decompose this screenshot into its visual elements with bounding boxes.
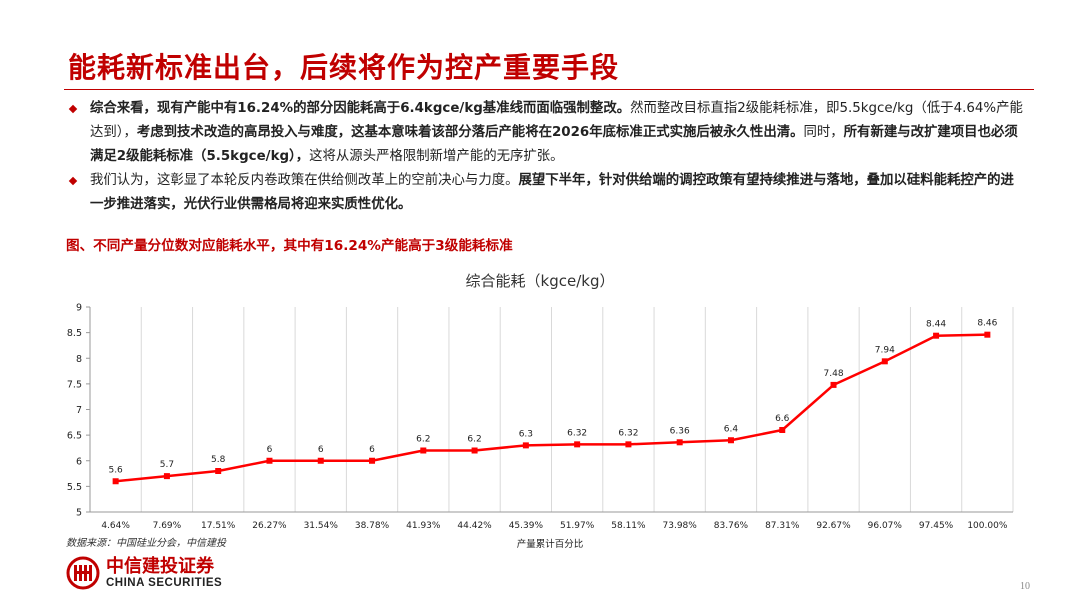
data-label: 7.94 <box>875 345 895 355</box>
data-label: 6.32 <box>618 428 638 438</box>
data-point-marker <box>881 358 888 365</box>
x-tick-label: 73.98% <box>663 521 698 531</box>
bullet-text-segment: 综合来看，现有产能中有16.24%的部分因能耗高于6.4kgce/kg基准线而面… <box>90 101 631 116</box>
data-point-marker <box>830 381 837 388</box>
y-tick-label: 8.5 <box>67 328 82 339</box>
bullet-paragraph: 综合来看，现有产能中有16.24%的部分因能耗高于6.4kgce/kg基准线而面… <box>66 97 1026 169</box>
x-tick-label: 4.64% <box>101 521 130 531</box>
x-tick-label: 41.93% <box>406 521 441 531</box>
x-tick-label: 87.31% <box>765 521 800 531</box>
data-point-marker <box>471 447 478 454</box>
bullet-text-segment: 然而整改目标直指2级能耗标准，即5.5kgce/kg（低于4.64%产能达到）， <box>90 101 1023 140</box>
x-tick-label: 26.27% <box>252 521 287 531</box>
data-label: 5.7 <box>160 460 174 470</box>
citic-logo-icon <box>66 556 100 590</box>
y-tick-label: 8 <box>76 354 82 365</box>
data-label: 8.44 <box>926 320 946 330</box>
x-tick-label: 7.69% <box>153 521 182 531</box>
bullet-text-segment: 同时， <box>803 125 844 140</box>
y-tick-label: 6.5 <box>67 431 82 442</box>
bullet-text-segment: 展望下半年，针对供给端的调控政策有望持续推进与落地，叠加以硅料能耗控产的进一步推… <box>90 173 1014 212</box>
data-label: 6 <box>369 445 375 455</box>
data-point-marker <box>522 442 529 449</box>
data-label: 6.6 <box>775 414 790 424</box>
data-point-marker <box>317 457 324 464</box>
data-point-marker <box>163 473 170 480</box>
data-point-marker <box>727 437 734 444</box>
bullet-text-segment: 所有新建与改扩建项目也必须满足2级能耗标准（5.5kgce/kg）， <box>90 125 1018 164</box>
data-label: 6.4 <box>724 424 739 434</box>
y-tick-label: 6 <box>76 456 82 467</box>
data-point-marker <box>574 441 581 448</box>
x-tick-label: 44.42% <box>457 521 492 531</box>
x-tick-label: 51.97% <box>560 521 595 531</box>
data-point-marker <box>933 332 940 339</box>
series-line <box>115 333 988 483</box>
y-tick-label: 5.5 <box>67 482 82 493</box>
x-tick-label: 92.67% <box>816 521 851 531</box>
data-source-note: 数据来源：中国硅业分会，中信建投 <box>66 538 226 549</box>
x-tick-label: 38.78% <box>355 521 390 531</box>
data-label: 6.2 <box>416 435 430 445</box>
data-label: 5.8 <box>211 455 226 465</box>
x-axis-title: 产量累计百分比 <box>517 538 584 550</box>
data-point-marker <box>369 457 376 464</box>
x-tick-label: 31.54% <box>304 521 339 531</box>
y-tick-label: 9 <box>76 303 82 314</box>
data-point-marker <box>676 439 683 446</box>
data-point-marker <box>112 478 119 485</box>
data-point-marker <box>779 427 786 433</box>
logo-text-en: CHINA SECURITIES <box>106 577 223 589</box>
data-label: 6.36 <box>670 426 690 436</box>
data-point-marker <box>215 468 222 474</box>
data-label: 6.2 <box>467 435 481 445</box>
data-label: 7.48 <box>824 369 844 379</box>
data-label: 5.6 <box>108 465 123 475</box>
data-label: 8.46 <box>977 319 997 329</box>
slide-title: 能耗新标准出台，后续将作为控产重要手段 <box>68 51 620 84</box>
x-tick-label: 96.07% <box>868 521 903 531</box>
x-tick-label: 58.11% <box>611 521 646 531</box>
bullet-paragraph: 我们认为，这彰显了本轮反内卷政策在供给侧改革上的空前决心与力度。展望下半年，针对… <box>66 169 1026 217</box>
figure-title: 图、不同产量分位数对应能耗水平，其中有16.24%产能高于3级能耗标准 <box>66 238 513 254</box>
x-tick-label: 97.45% <box>919 521 954 531</box>
x-tick-label: 100.00% <box>967 521 1007 531</box>
data-point-marker <box>266 457 273 464</box>
title-divider <box>64 89 1034 90</box>
data-label: 6 <box>318 445 324 455</box>
x-tick-label: 17.51% <box>201 521 236 531</box>
data-label: 6 <box>267 445 273 455</box>
data-point-marker <box>420 447 427 454</box>
bullet-text-segment: 这将从源头严格限制新增产能的无序扩张。 <box>309 149 564 164</box>
y-tick-label: 5 <box>76 508 82 519</box>
chart-title: 综合能耗（kgce/kg） <box>465 272 615 290</box>
logo-text-cn: 中信建投证券 <box>106 556 214 577</box>
y-tick-label: 7.5 <box>67 379 82 390</box>
bullet-list: 综合来看，现有产能中有16.24%的部分因能耗高于6.4kgce/kg基准线而面… <box>66 97 1026 217</box>
data-point-marker <box>625 441 632 448</box>
y-tick-label: 7 <box>76 405 82 416</box>
page-number: 10 <box>1020 581 1030 592</box>
data-label: 6.3 <box>519 429 533 439</box>
x-tick-label: 83.76% <box>714 521 749 531</box>
company-logo: 中信建投证券 CHINA SECURITIES <box>66 556 222 590</box>
x-tick-label: 45.39% <box>509 521 544 531</box>
data-label: 6.32 <box>567 428 587 438</box>
bullet-text-segment: 我们认为，这彰显了本轮反内卷政策在供给侧改革上的空前决心与力度。 <box>90 173 519 188</box>
bullet-text-segment: 考虑到技术改造的高昂投入与难度，这基本意味着该部分落后产能将在2026年底标准正… <box>136 125 804 140</box>
data-point-marker <box>984 331 991 338</box>
